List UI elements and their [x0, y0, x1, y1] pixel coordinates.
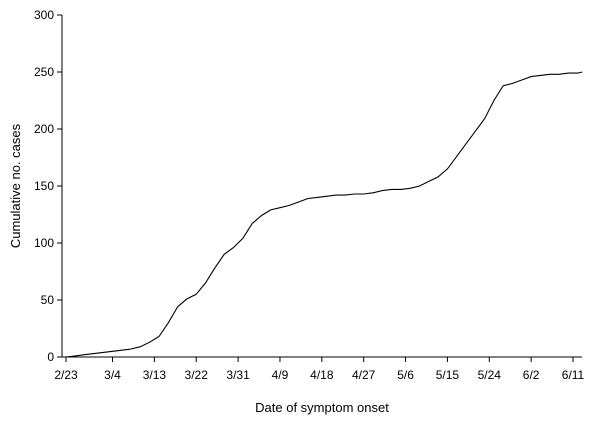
- x-tick-label: 2/23: [54, 368, 78, 382]
- x-tick-label: 5/6: [397, 368, 414, 382]
- x-axis-title: Date of symptom onset: [255, 400, 389, 415]
- y-tick-label: 50: [41, 293, 55, 307]
- x-tick-label: 3/31: [226, 368, 250, 382]
- x-tick-label: 5/24: [478, 368, 502, 382]
- plot-area: [65, 71, 583, 358]
- x-tick-label: 3/22: [185, 368, 209, 382]
- y-tick-label: 300: [34, 8, 54, 22]
- y-tick-label: 100: [34, 236, 54, 250]
- y-tick-label: 250: [34, 65, 54, 79]
- x-tick-label: 3/4: [104, 368, 121, 382]
- x-axis: 2/23 3/4 3/13 3/22 3/31 4/9 4/18 4/27 5/6 5/15 5/2…: [54, 356, 585, 382]
- x-tick-label: 4/18: [310, 368, 334, 382]
- x-tick-label: 4/27: [352, 368, 376, 382]
- x-tick-label: 4/9: [272, 368, 289, 382]
- x-tick-label: 3/13: [143, 368, 167, 382]
- y-tick-label: 0: [47, 350, 54, 364]
- y-axis: 0 50 100 150 200 250 300: [34, 8, 63, 364]
- y-tick-label: 150: [34, 179, 54, 193]
- x-tick-label: 5/15: [436, 368, 460, 382]
- x-tick-label: 6/2: [523, 368, 540, 382]
- y-tick-label: 200: [34, 122, 54, 136]
- y-axis-title: Cumulative no. cases: [8, 123, 23, 248]
- series-line-0: [65, 71, 583, 358]
- x-tick-label: 6/11: [562, 368, 585, 382]
